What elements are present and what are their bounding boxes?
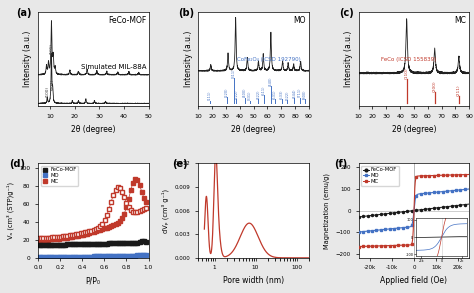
Text: (800): (800) [303,89,307,98]
Y-axis label: dVₚ (cm³ g⁻¹): dVₚ (cm³ g⁻¹) [162,188,169,233]
Text: (622): (622) [285,90,290,100]
Text: (f): (f) [334,159,347,169]
Text: CoFe₂O₄ (ICSD 192790): CoFe₂O₄ (ICSD 192790) [237,57,301,62]
Text: (d): (d) [9,159,25,169]
X-axis label: 2θ (degree): 2θ (degree) [392,125,436,134]
Text: (101): (101) [49,43,54,54]
Text: (b): (b) [178,8,194,18]
X-axis label: 2θ (degree): 2θ (degree) [71,125,116,134]
X-axis label: Pore width (nm): Pore width (nm) [223,276,284,285]
Y-axis label: Vₐ (cm³ (STP)g⁻¹): Vₐ (cm³ (STP)g⁻¹) [6,182,14,239]
Text: MC: MC [454,16,466,25]
Text: MO: MO [293,16,306,25]
Text: FeCo (ICSD 155839): FeCo (ICSD 155839) [381,57,436,62]
Text: (222): (222) [234,89,238,98]
Text: (533): (533) [280,90,284,99]
X-axis label: Applied field (Oe): Applied field (Oe) [381,276,447,285]
Text: (200): (200) [433,81,437,92]
Text: (400): (400) [243,88,246,98]
Text: FeCo-MOF: FeCo-MOF [108,16,146,25]
Text: (422): (422) [256,89,260,98]
Y-axis label: Intensity (a.u.): Intensity (a.u.) [344,31,353,87]
Text: (211): (211) [457,84,461,96]
Y-axis label: Magnetization (emu/g): Magnetization (emu/g) [324,173,330,248]
Text: (331): (331) [248,91,252,100]
Text: (531): (531) [273,89,277,98]
X-axis label: P/P₀: P/P₀ [86,276,100,285]
Text: (002): (002) [51,79,55,90]
Text: (444): (444) [292,88,296,98]
Text: (111): (111) [208,91,212,100]
Y-axis label: Intensity (a.u.): Intensity (a.u.) [23,31,32,87]
Legend: FeCo-MOF, MO, MC: FeCo-MOF, MO, MC [361,166,399,185]
Text: (e): (e) [172,159,187,169]
Text: (711): (711) [298,88,302,98]
X-axis label: 2θ (degree): 2θ (degree) [231,125,276,134]
Text: (100): (100) [45,86,49,97]
Text: (511): (511) [262,86,266,95]
Text: (440): (440) [269,76,273,86]
Text: (c): (c) [339,8,354,18]
Legend: FeCo-MOF, MO, MC: FeCo-MOF, MO, MC [41,166,78,185]
Y-axis label: Intensity (a.u.): Intensity (a.u.) [184,31,193,87]
Text: (311): (311) [231,69,236,78]
Text: (a): (a) [16,8,31,18]
Text: Simulated MIL-88A: Simulated MIL-88A [81,64,146,70]
Text: (110): (110) [405,68,409,79]
Text: (220): (220) [225,87,228,97]
